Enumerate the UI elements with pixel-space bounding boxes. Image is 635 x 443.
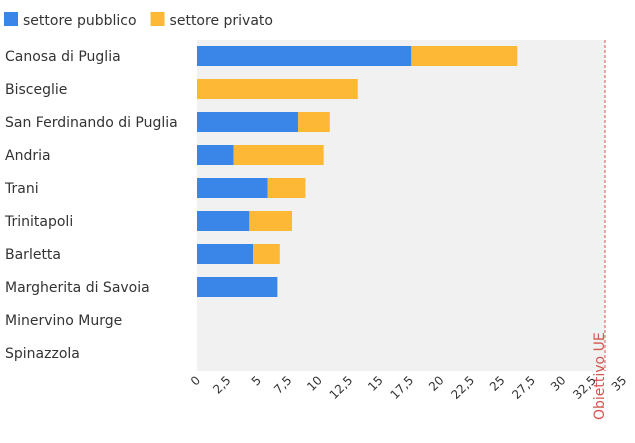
- x-tick-label: 22,5: [448, 373, 477, 402]
- bar-settore-pubblico-trani[interactable]: [197, 178, 268, 198]
- category-label-san-ferdinando-di-puglia: San Ferdinando di Puglia: [5, 115, 178, 131]
- bar-settore-privato-trani[interactable]: [267, 178, 306, 198]
- category-label-trinitapoli: Trinitapoli: [4, 214, 73, 230]
- category-label-trani: Trani: [4, 181, 39, 197]
- reference-line-group: Obiettivo UE: [592, 40, 608, 420]
- legend-label-settore-pubblico[interactable]: settore pubblico: [23, 13, 137, 29]
- bar-settore-pubblico-canosa-di-puglia[interactable]: [197, 46, 412, 66]
- category-label-spinazzola: Spinazzola: [5, 346, 80, 362]
- bar-settore-privato-bisceglie[interactable]: [197, 79, 358, 99]
- x-tick-label: 27,5: [509, 373, 538, 402]
- x-tick-label: 20: [426, 373, 447, 394]
- bar-settore-privato-barletta[interactable]: [253, 244, 280, 264]
- bar-settore-privato-trinitapoli[interactable]: [249, 211, 292, 231]
- x-tick-label: 15: [365, 373, 386, 394]
- category-label-bisceglie: Bisceglie: [5, 82, 67, 98]
- bar-settore-pubblico-barletta[interactable]: [197, 244, 254, 264]
- legend-swatch-settore-pubblico[interactable]: [4, 12, 18, 26]
- category-label-minervino-murge: Minervino Murge: [5, 313, 122, 329]
- bar-settore-pubblico-margherita-di-savoia[interactable]: [197, 277, 278, 297]
- reference-line-label: Obiettivo UE: [592, 332, 608, 420]
- category-label-barletta: Barletta: [5, 247, 61, 263]
- x-tick-label: 17,5: [387, 373, 416, 402]
- x-tick-label: 10: [304, 373, 325, 394]
- bar-settore-pubblico-andria[interactable]: [197, 145, 234, 165]
- category-label-andria: Andria: [5, 148, 51, 164]
- x-tick-label: 35: [609, 373, 630, 394]
- x-tick-label: 0: [188, 373, 203, 388]
- x-tick-label: 12,5: [327, 373, 356, 402]
- bar-settore-pubblico-trinitapoli[interactable]: [197, 211, 250, 231]
- category-labels: Canosa di Puglia Bisceglie San Ferdinando …: [4, 49, 178, 362]
- x-tick-label: 5: [249, 373, 264, 388]
- bars: [197, 46, 518, 297]
- legend-label-settore-privato[interactable]: settore privato: [170, 13, 273, 29]
- x-tick-label: 7,5: [271, 373, 294, 396]
- bar-settore-privato-canosa-di-puglia[interactable]: [411, 46, 518, 66]
- bar-settore-privato-san-ferdinando-di-puglia[interactable]: [298, 112, 330, 132]
- x-tick-label: 2,5: [210, 373, 233, 396]
- category-label-margherita-di-savoia: Margherita di Savoia: [5, 280, 150, 296]
- legend: settore pubblico settore privato: [4, 12, 273, 29]
- x-tick-label: 30: [548, 373, 569, 394]
- bar-settore-privato-andria[interactable]: [233, 145, 324, 165]
- x-tick-label: 25: [487, 373, 508, 394]
- bar-settore-pubblico-san-ferdinando-di-puglia[interactable]: [197, 112, 299, 132]
- category-label-canosa-di-puglia: Canosa di Puglia: [5, 49, 121, 65]
- legend-swatch-settore-privato[interactable]: [150, 12, 165, 26]
- x-axis: 0 2,5 5 7,5 10 12,5 15 17,5 20 22,5 25 27,5 30 32,5 35: [188, 373, 630, 402]
